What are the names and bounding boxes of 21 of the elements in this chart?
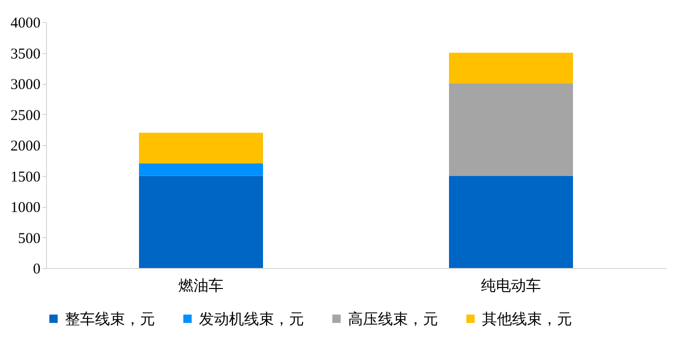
y-tick-label: 4000 [10, 16, 40, 32]
y-tick-label: 2500 [10, 108, 40, 124]
bar [449, 84, 573, 176]
legend-label: 整车线束，元 [65, 310, 155, 328]
y-tick-label: 1500 [10, 169, 40, 186]
y-tick-label: 1000 [10, 200, 40, 216]
y-tick-label: 3000 [10, 77, 40, 93]
bar [139, 163, 263, 176]
x-tick-label: 纯电动车 [481, 278, 541, 294]
bar [449, 176, 573, 268]
y-tick-label: 500 [18, 230, 40, 247]
y-tick-label: 2000 [10, 138, 40, 154]
bar [139, 176, 263, 268]
legend-label: 高压线束，元 [348, 310, 438, 328]
legend-label: 其他线束，元 [482, 310, 572, 328]
bar [449, 52, 573, 84]
bar [139, 132, 263, 164]
y-tick-label: 3500 [10, 46, 40, 62]
x-tick-label: 燃油车 [178, 278, 224, 294]
y-tick-label: 0 [33, 262, 40, 278]
legend-label: 发动机线束，元 [199, 310, 304, 328]
